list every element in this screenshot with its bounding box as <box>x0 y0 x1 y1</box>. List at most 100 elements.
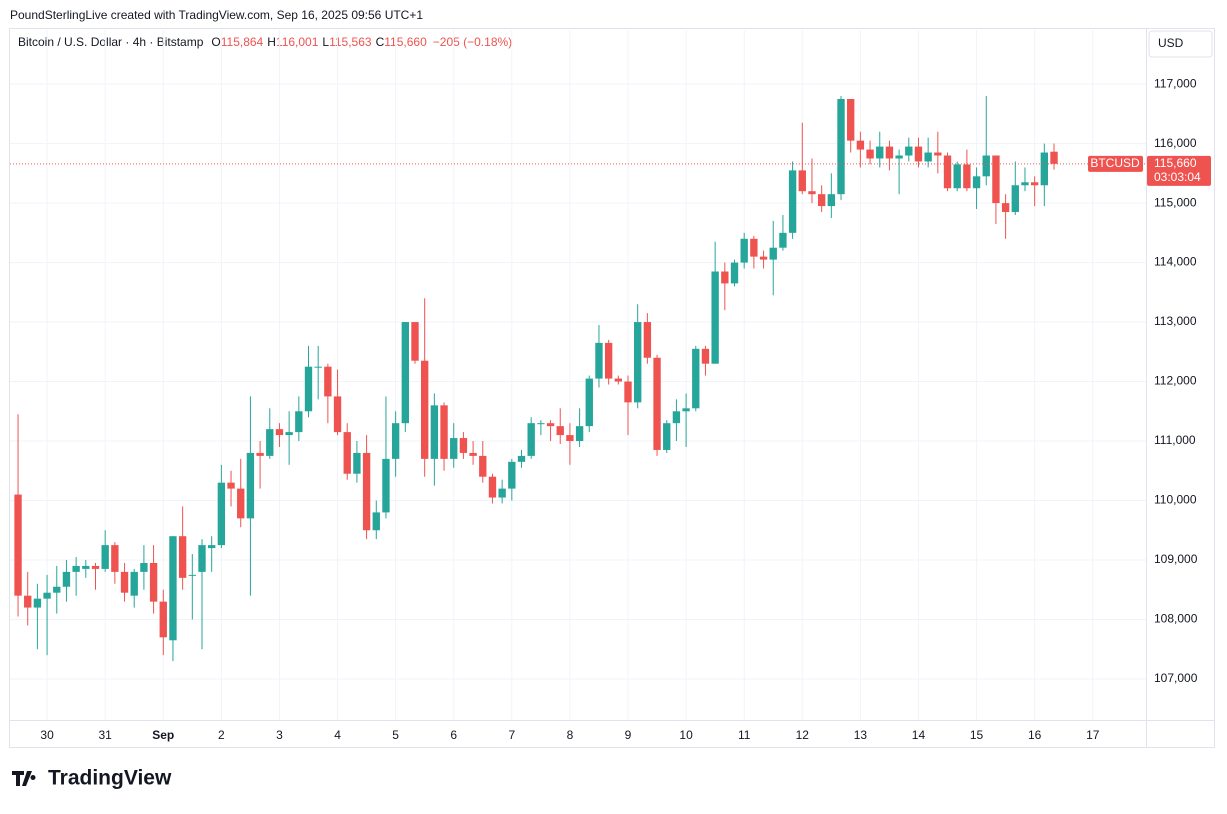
candle-body <box>711 271 719 364</box>
x-tick-label: 31 <box>98 728 112 742</box>
candle-body <box>905 146 913 156</box>
candle-body <box>91 565 100 569</box>
y-tick-label: 114,000 <box>1154 255 1197 269</box>
candle-body <box>130 571 138 596</box>
y-tick-label: 116,000 <box>1154 136 1197 150</box>
candle-body <box>701 348 710 364</box>
candle-body <box>663 423 671 450</box>
ohlc-value: 115,660 <box>384 35 427 49</box>
candle-body <box>1021 182 1029 186</box>
countdown-label: 03:03:04 <box>1154 170 1201 184</box>
candle-body <box>604 342 613 379</box>
candle-body <box>295 411 303 433</box>
currency: USD <box>1158 36 1184 50</box>
candle-body <box>1001 203 1010 213</box>
candle-body <box>391 423 400 459</box>
candle-body <box>527 423 535 456</box>
candle-body <box>585 378 593 427</box>
x-tick-label: 7 <box>508 728 515 742</box>
candle-body <box>1030 182 1039 186</box>
candle-body <box>508 461 516 489</box>
candle-body <box>440 405 448 459</box>
candle-body <box>769 247 777 260</box>
x-tick-label: 9 <box>625 728 632 742</box>
candle-body <box>808 191 816 195</box>
candle-body <box>217 482 226 546</box>
candle-body <box>421 360 429 459</box>
x-tick-label: 14 <box>912 728 926 742</box>
candle-body <box>237 488 245 519</box>
candle-body <box>149 562 158 602</box>
candle-body <box>1011 185 1019 213</box>
candle-body <box>459 438 468 453</box>
x-tick-label: 13 <box>854 728 868 742</box>
x-tick-label: 11 <box>738 728 751 742</box>
candle-body <box>740 238 748 263</box>
x-tick-label: 16 <box>1028 728 1042 742</box>
candle-body <box>140 562 148 572</box>
candle-body <box>33 598 42 608</box>
candle-body <box>111 545 119 572</box>
symbol-tag <box>1088 155 1143 172</box>
candle-body <box>730 262 739 284</box>
candle-body <box>430 405 439 459</box>
y-tick-label: 110,000 <box>1154 493 1197 507</box>
candle-body <box>566 435 574 442</box>
candle-body <box>750 238 758 257</box>
x-tick-label: 15 <box>970 728 984 742</box>
ohlc-value: 116,001 <box>276 35 319 49</box>
ohlc-key: L <box>322 35 329 49</box>
candle-body <box>614 378 623 382</box>
candle-body <box>1050 151 1058 164</box>
candle-body <box>401 322 409 424</box>
candle-body <box>575 426 584 442</box>
candle-body <box>924 152 932 162</box>
x-tick-label: 30 <box>40 728 54 742</box>
candle-body <box>304 366 313 412</box>
x-tick-label: Sep <box>152 728 174 742</box>
y-tick-label: 107,000 <box>1154 671 1198 685</box>
candle-body <box>1040 152 1049 186</box>
ohlc-key: O <box>211 35 220 49</box>
candle-body <box>643 322 652 358</box>
candle-body <box>682 408 690 412</box>
candle-body <box>479 455 487 477</box>
candle-body <box>333 396 342 433</box>
y-tick-label: 117,000 <box>1154 76 1197 90</box>
candle-body <box>324 366 332 397</box>
candle-body <box>256 452 264 456</box>
symbol-label: BTCUSD <box>1090 156 1140 170</box>
x-tick-label: 5 <box>392 728 399 742</box>
brand-logo <box>12 771 36 786</box>
candle-body <box>624 381 632 403</box>
candle-body <box>411 322 419 361</box>
candle-body <box>546 423 555 427</box>
candle-body <box>178 536 187 578</box>
candle-body <box>876 146 884 159</box>
price-label: 115,660 <box>1154 156 1197 170</box>
candle-body <box>992 155 1000 204</box>
candle-body <box>672 411 681 424</box>
brand: TradingView <box>48 767 172 790</box>
candle-body <box>788 170 797 233</box>
candle-body <box>847 99 855 141</box>
candle-body <box>53 586 61 593</box>
ohlc-key: C <box>376 35 385 49</box>
candle-body <box>450 438 458 459</box>
candle-body <box>885 146 894 159</box>
ohlc-value: 115,563 <box>329 35 372 49</box>
candle-body <box>72 565 80 572</box>
change: −205 (−0.18%) <box>433 35 512 49</box>
candle-body <box>827 194 836 207</box>
candle-body <box>653 357 661 450</box>
y-tick-label: 115,000 <box>1154 195 1197 209</box>
currency-box <box>1148 30 1213 58</box>
candle-body <box>198 545 206 572</box>
candle-body <box>227 482 235 489</box>
candle-body <box>537 423 545 425</box>
candle-body <box>895 155 903 159</box>
x-tick-label: 17 <box>1086 728 1100 742</box>
candle-body <box>169 536 177 641</box>
candle-body <box>914 146 923 162</box>
